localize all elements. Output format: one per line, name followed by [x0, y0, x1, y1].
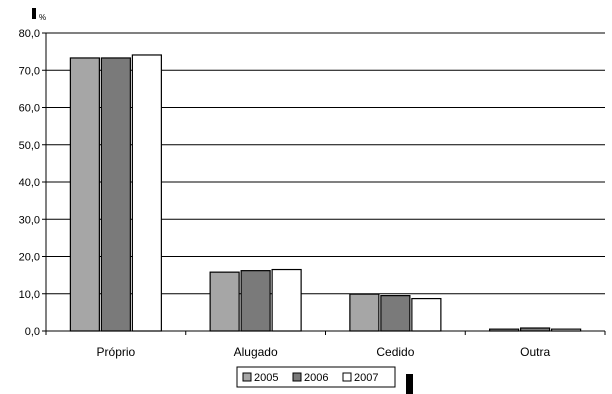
y-tick-label: 70,0 — [19, 65, 40, 77]
legend-label-2007: 2007 — [354, 372, 378, 384]
bar-2005-0 — [69, 57, 100, 332]
legend-label-2006: 2006 — [304, 372, 328, 384]
bar-2005-1 — [209, 271, 240, 332]
bars — [69, 54, 582, 332]
y-tick-label: 40,0 — [19, 177, 40, 189]
y-tick-labels: 0,0 10,0 20,0 30,0 40,0 50,0 60,0 70,0 80,0 — [19, 28, 46, 338]
x-category-labels: Próprio Alugado Cedido Outra — [97, 345, 551, 359]
x-category-label: Próprio — [97, 345, 136, 359]
bar-2006-0 — [100, 57, 131, 332]
y-tick-label: 10,0 — [19, 289, 40, 301]
y-tick-label: 30,0 — [19, 214, 40, 226]
legend-swatch-2007 — [342, 372, 352, 382]
x-category-label: Cedido — [376, 345, 414, 359]
bar-2006-2 — [380, 295, 411, 332]
bar-2005-2 — [349, 293, 380, 332]
y-tick-label: 60,0 — [19, 103, 40, 115]
legend-label-2005: 2005 — [254, 372, 278, 384]
y-tick-label: 20,0 — [19, 252, 40, 264]
bar-2006-1 — [240, 270, 271, 332]
y-axis-unit-label: % — [39, 13, 46, 22]
legend: 2005 2006 2007 — [236, 366, 413, 394]
y-tick-label: 0,0 — [25, 326, 40, 338]
x-category-label: Outra — [520, 345, 550, 359]
legend-marker — [406, 374, 413, 394]
legend-box — [236, 366, 396, 388]
legend-swatch-2006 — [292, 372, 302, 382]
bar-2007-2 — [411, 297, 442, 332]
bar-2007-1 — [271, 268, 302, 332]
y-tick-label: 80,0 — [19, 28, 40, 40]
y-tick-label: 50,0 — [19, 140, 40, 152]
unit-marker — [32, 8, 36, 19]
bar-2007-0 — [131, 54, 162, 332]
legend-swatch-2005 — [242, 372, 252, 382]
x-category-label: Alugado — [234, 345, 278, 359]
